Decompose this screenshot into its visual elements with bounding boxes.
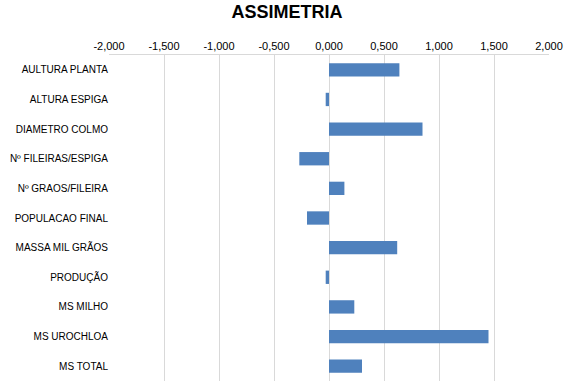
- svg-text:ASSIMETRIA: ASSIMETRIA: [231, 2, 342, 22]
- svg-text:DIAMETRO COLMO: DIAMETRO COLMO: [16, 124, 108, 135]
- svg-text:MASSA MIL GRÃOS: MASSA MIL GRÃOS: [16, 241, 109, 253]
- svg-text:MS MILHO: MS MILHO: [59, 301, 109, 312]
- svg-text:AULTURA PLANTA: AULTURA PLANTA: [22, 64, 109, 75]
- svg-text:MS UROCHLOA: MS UROCHLOA: [34, 331, 109, 342]
- svg-text:-2,000: -2,000: [93, 40, 124, 52]
- svg-text:2,000: 2,000: [535, 40, 563, 52]
- svg-text:PRODUÇÃO: PRODUÇÃO: [50, 271, 108, 283]
- svg-text:-1,500: -1,500: [148, 40, 179, 52]
- svg-text:POPULACAO FINAL: POPULACAO FINAL: [15, 213, 109, 224]
- svg-text:Nº FILEIRAS/ESPIGA: Nº FILEIRAS/ESPIGA: [10, 153, 108, 164]
- svg-text:1,500: 1,500: [480, 40, 508, 52]
- svg-text:-1,000: -1,000: [203, 40, 234, 52]
- svg-text:Nº GRAOS/FILEIRA: Nº GRAOS/FILEIRA: [18, 183, 109, 194]
- svg-text:ALTURA ESPIGA: ALTURA ESPIGA: [30, 94, 109, 105]
- svg-text:0,000: 0,000: [315, 40, 343, 52]
- svg-text:MS TOTAL: MS TOTAL: [59, 361, 108, 372]
- svg-text:1,000: 1,000: [425, 40, 453, 52]
- svg-text:0,500: 0,500: [370, 40, 398, 52]
- svg-text:-0,500: -0,500: [258, 40, 289, 52]
